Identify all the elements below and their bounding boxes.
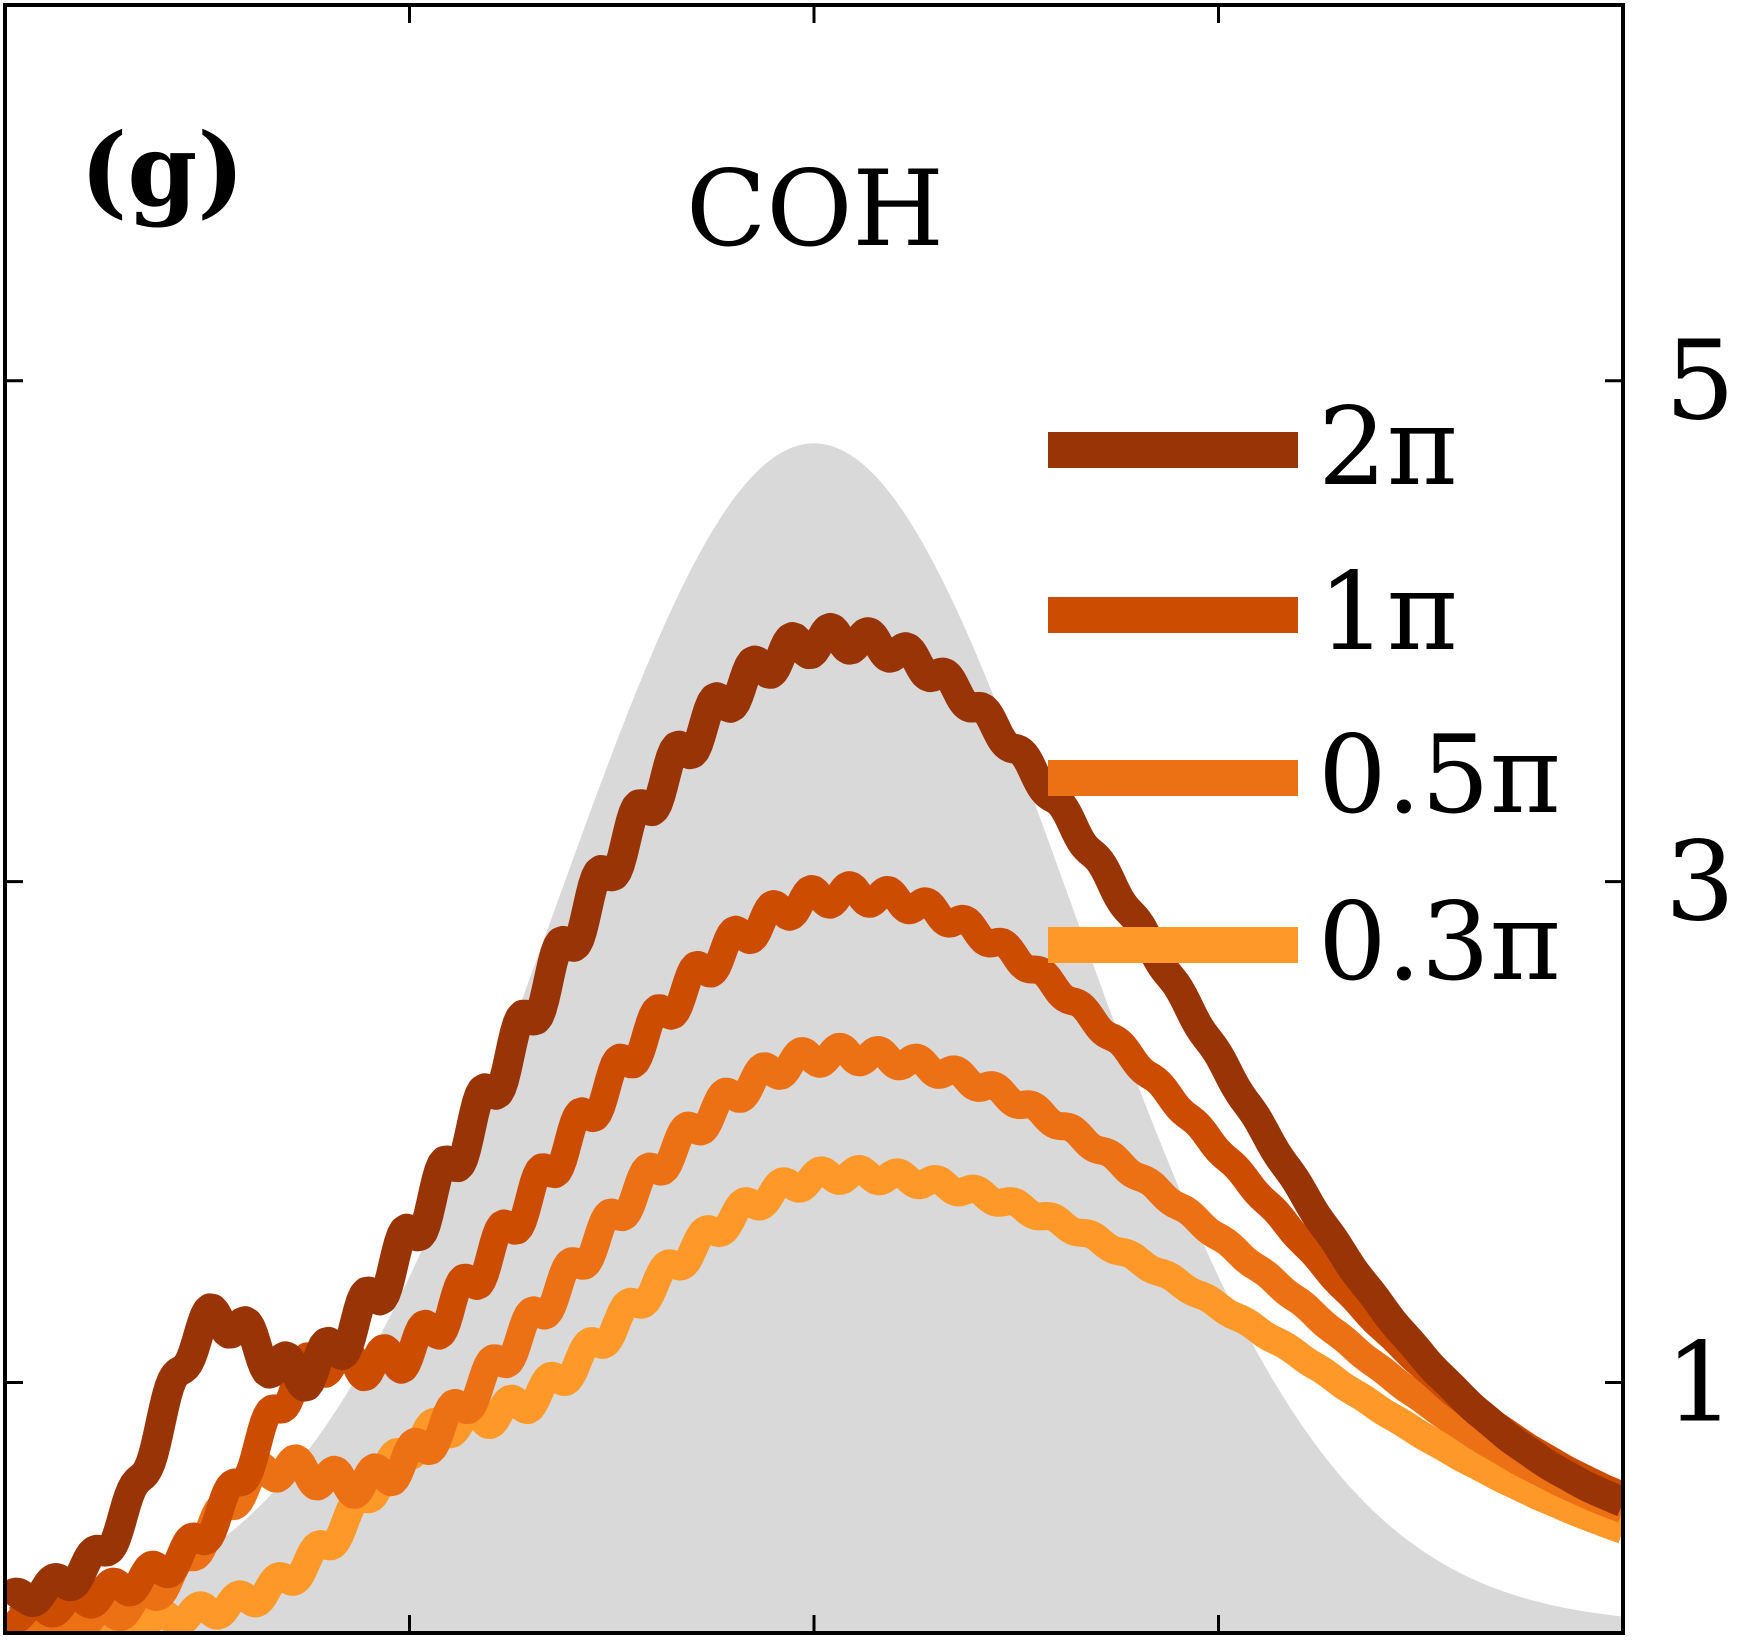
y-tick-label-5: 5 bbox=[1665, 317, 1735, 445]
legend-label-1pi: 1π bbox=[1318, 550, 1458, 675]
legend-label-0.3pi: 0.3π bbox=[1318, 880, 1561, 1005]
series-line-2pi bbox=[5, 612, 1623, 1617]
y-tick-label-3: 3 bbox=[1665, 818, 1735, 946]
series-line-0.3pi bbox=[5, 1155, 1623, 1633]
legend: 2π 1π 0.5π 0.3π bbox=[1048, 385, 1561, 1005]
series-line-0.5pi bbox=[5, 1032, 1623, 1633]
panel-label: (g) bbox=[80, 111, 245, 229]
plot-area bbox=[5, 443, 1623, 1633]
axis-ticks bbox=[5, 5, 1623, 1633]
y-tick-label-1: 1 bbox=[1665, 1319, 1735, 1447]
y-tick-labels: 1 3 5 bbox=[1665, 317, 1735, 1447]
chart-title: COH bbox=[686, 148, 944, 270]
series-line-1pi bbox=[5, 871, 1623, 1633]
legend-label-0.5pi: 0.5π bbox=[1318, 713, 1561, 838]
legend-label-2pi: 2π bbox=[1318, 385, 1458, 510]
